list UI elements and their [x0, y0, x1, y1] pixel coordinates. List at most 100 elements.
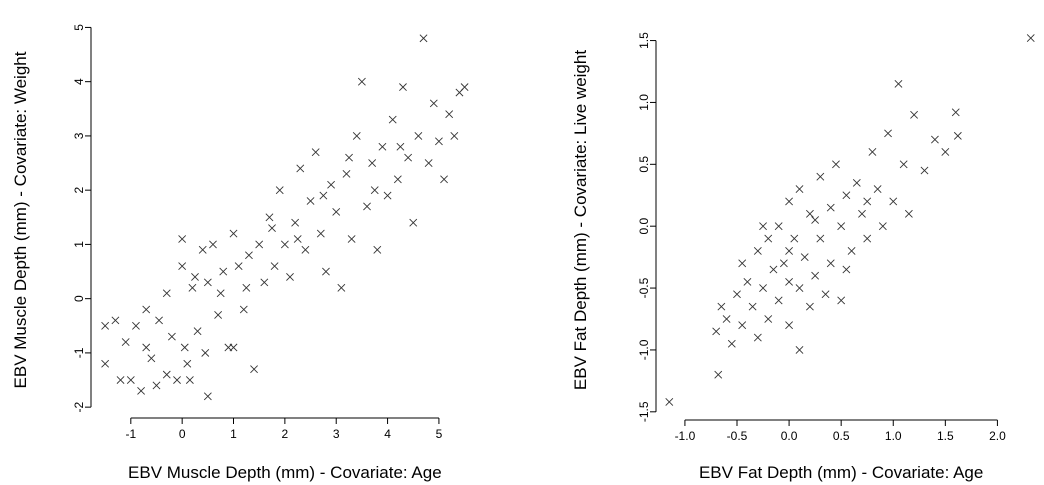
- data-point: [450, 131, 459, 140]
- data-point: [941, 148, 950, 156]
- data-point: [920, 166, 929, 175]
- data-point: [291, 218, 300, 227]
- data-point: [753, 333, 762, 342]
- data-point: [852, 178, 861, 187]
- data-point: [800, 253, 809, 262]
- data-point: [393, 175, 402, 184]
- data-point: [137, 386, 145, 395]
- data-point: [383, 191, 392, 200]
- data-point: [342, 169, 351, 178]
- data-point: [357, 77, 366, 86]
- data-point: [368, 159, 377, 167]
- y-tick-label: -2: [72, 401, 86, 412]
- data-point: [868, 148, 877, 156]
- data-point: [101, 359, 110, 368]
- data-point: [832, 160, 840, 169]
- data-point: [769, 265, 778, 274]
- data-point: [759, 222, 767, 231]
- data-point: [178, 235, 187, 243]
- y-axis-title: EBV Muscle Depth (mm) - Covariate: Weigh…: [11, 51, 30, 388]
- data-point: [229, 229, 238, 238]
- data-point: [147, 354, 156, 363]
- data-point: [811, 216, 820, 224]
- data-point: [152, 381, 161, 390]
- data-point: [275, 186, 284, 195]
- data-point: [363, 202, 371, 211]
- data-point: [327, 180, 335, 189]
- data-point: [167, 332, 176, 341]
- data-point: [265, 213, 274, 222]
- y-tick-label: 1.0: [637, 94, 651, 111]
- data-point: [201, 348, 210, 357]
- x-axis-title: EBV Muscle Depth (mm) - Covariate: Age: [128, 463, 442, 482]
- data-point: [234, 262, 243, 271]
- data-point: [953, 131, 962, 140]
- data-point: [214, 311, 223, 319]
- data-point: [847, 247, 856, 255]
- data-point: [785, 247, 794, 255]
- data-point: [435, 137, 443, 146]
- data-point: [250, 365, 258, 374]
- x-axis-title: EBV Fat Depth (mm) - Covariate: Age: [699, 463, 983, 482]
- data-point: [722, 315, 731, 323]
- data-point: [795, 284, 804, 292]
- data-point: [301, 245, 310, 254]
- y-axis-title: EBV Fat Depth (mm) - Covariate: Live wei…: [571, 50, 590, 390]
- data-point: [759, 284, 767, 292]
- data-point: [101, 321, 110, 330]
- x-tick-label: 5: [436, 427, 443, 441]
- y-tick-label: 2: [72, 187, 86, 194]
- data-point: [894, 79, 903, 88]
- data-point: [419, 34, 428, 43]
- data-point: [1026, 34, 1035, 43]
- data-point: [155, 316, 163, 325]
- data-point: [132, 321, 140, 330]
- data-point: [239, 305, 248, 314]
- data-point: [180, 343, 189, 352]
- x-tick-label: 4: [384, 427, 391, 441]
- data-point: [116, 376, 125, 384]
- y-tick-label: -0.5: [637, 277, 651, 298]
- data-point: [286, 273, 294, 281]
- data-point: [347, 235, 356, 243]
- x-tick-label: 1: [230, 427, 237, 441]
- data-point: [429, 99, 438, 108]
- scatter-chart-fat-depth: -1.0 -0.5 0.0 0.5 1.0 1.5 2.0 -1.5 -1.0 -0.5 0.0 0.…: [571, 32, 1035, 482]
- y-tick-label: 0: [72, 295, 86, 302]
- data-point: [863, 234, 872, 243]
- data-point: [399, 83, 407, 92]
- data-point: [889, 197, 898, 206]
- data-point: [873, 185, 882, 193]
- data-point: [352, 131, 361, 140]
- data-point: [930, 135, 939, 144]
- x-tick-label: 0: [179, 427, 186, 441]
- data-point: [306, 197, 315, 205]
- scatter-chart-muscle-depth: -1 0 1 2 3 4 5 -2 -1 0 1 2 3 4 5 EBV Muscle Depth (mm) …: [11, 24, 469, 482]
- data-point: [445, 110, 454, 119]
- x-tick-label: 1.0: [885, 429, 902, 443]
- data-point: [219, 267, 228, 276]
- data-point: [280, 240, 289, 249]
- x-tick-label: 1.5: [937, 429, 954, 443]
- data-point: [111, 316, 120, 325]
- data-point: [245, 251, 253, 260]
- y-tick-label: -1.0: [637, 339, 651, 360]
- data-point: [409, 218, 418, 227]
- x-tick-label: 2: [282, 427, 289, 441]
- data-point: [268, 224, 276, 233]
- data-point: [198, 245, 207, 254]
- data-point: [378, 142, 387, 151]
- data-point: [899, 160, 908, 169]
- data-point: [774, 222, 783, 231]
- x-tick-label: 2.0: [989, 429, 1006, 443]
- data-point: [188, 283, 197, 292]
- data-point: [779, 259, 788, 268]
- data-point: [951, 108, 960, 117]
- data-point: [216, 289, 225, 298]
- data-point: [878, 222, 887, 231]
- data-point: [821, 290, 830, 299]
- x-tick-label: 3: [333, 427, 340, 441]
- x-tick-label: 0.0: [781, 429, 798, 443]
- data-point: [816, 234, 825, 243]
- data-point: [795, 346, 804, 354]
